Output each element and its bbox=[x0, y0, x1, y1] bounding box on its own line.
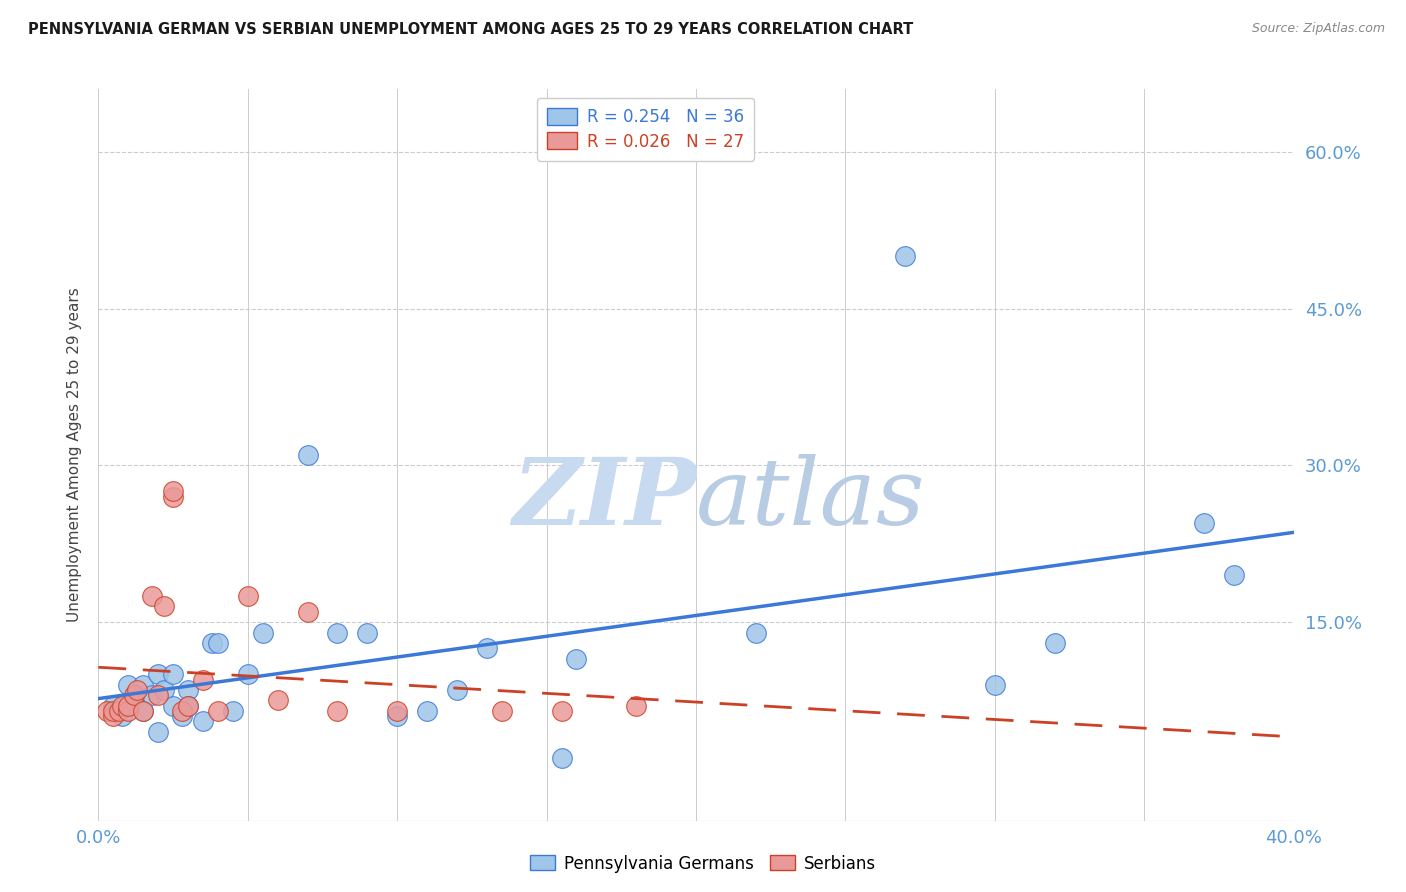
Point bbox=[626, 698, 648, 713]
Point bbox=[191, 673, 214, 687]
Point bbox=[385, 704, 409, 718]
Point bbox=[491, 704, 513, 718]
Point bbox=[132, 704, 155, 718]
Point bbox=[96, 704, 118, 718]
Point bbox=[117, 704, 139, 718]
Point bbox=[153, 599, 176, 614]
Text: PENNSYLVANIA GERMAN VS SERBIAN UNEMPLOYMENT AMONG AGES 25 TO 29 YEARS CORRELATIO: PENNSYLVANIA GERMAN VS SERBIAN UNEMPLOYM… bbox=[28, 22, 914, 37]
Point bbox=[326, 625, 349, 640]
Point bbox=[297, 605, 319, 619]
Point bbox=[550, 704, 572, 718]
Point bbox=[148, 667, 170, 681]
Point bbox=[326, 704, 349, 718]
Point bbox=[1043, 636, 1066, 650]
Legend: R = 0.254   N = 36, R = 0.026   N = 27: R = 0.254 N = 36, R = 0.026 N = 27 bbox=[537, 97, 754, 161]
Text: ZIP: ZIP bbox=[512, 454, 696, 544]
Point bbox=[236, 589, 259, 603]
Point bbox=[172, 709, 194, 723]
Point bbox=[177, 698, 200, 713]
Point bbox=[252, 625, 274, 640]
Point bbox=[127, 683, 149, 698]
Point bbox=[162, 698, 184, 713]
Point bbox=[1223, 568, 1246, 582]
Point bbox=[172, 704, 194, 718]
Point bbox=[162, 484, 184, 499]
Point bbox=[385, 709, 409, 723]
Point bbox=[236, 667, 259, 681]
Point bbox=[141, 589, 163, 603]
Point bbox=[984, 678, 1007, 692]
Point bbox=[267, 693, 290, 707]
Point bbox=[103, 704, 125, 718]
Point bbox=[201, 636, 224, 650]
Point bbox=[148, 724, 170, 739]
Point bbox=[111, 709, 134, 723]
Point bbox=[565, 651, 588, 665]
Point bbox=[162, 490, 184, 504]
Point bbox=[132, 678, 155, 692]
Point bbox=[124, 688, 146, 702]
Point bbox=[177, 683, 200, 698]
Point bbox=[132, 704, 155, 718]
Point bbox=[1192, 516, 1215, 530]
Point bbox=[103, 709, 125, 723]
Point bbox=[124, 693, 146, 707]
Point bbox=[108, 704, 131, 718]
Point bbox=[111, 698, 134, 713]
Point bbox=[894, 249, 917, 263]
Point bbox=[162, 667, 184, 681]
Point bbox=[148, 688, 170, 702]
Point bbox=[191, 714, 214, 729]
Point bbox=[141, 688, 163, 702]
Y-axis label: Unemployment Among Ages 25 to 29 years: Unemployment Among Ages 25 to 29 years bbox=[67, 287, 83, 623]
Text: atlas: atlas bbox=[696, 454, 925, 544]
Point bbox=[207, 636, 229, 650]
Point bbox=[117, 698, 139, 713]
Point bbox=[446, 683, 468, 698]
Point bbox=[550, 751, 572, 765]
Point bbox=[117, 678, 139, 692]
Point bbox=[356, 625, 378, 640]
Point bbox=[416, 704, 439, 718]
Point bbox=[207, 704, 229, 718]
Point bbox=[103, 698, 125, 713]
Legend: Pennsylvania Germans, Serbians: Pennsylvania Germans, Serbians bbox=[523, 848, 883, 880]
Point bbox=[222, 704, 245, 718]
Point bbox=[475, 641, 498, 656]
Point bbox=[153, 683, 176, 698]
Text: Source: ZipAtlas.com: Source: ZipAtlas.com bbox=[1251, 22, 1385, 36]
Point bbox=[745, 625, 768, 640]
Point bbox=[177, 698, 200, 713]
Point bbox=[297, 448, 319, 462]
